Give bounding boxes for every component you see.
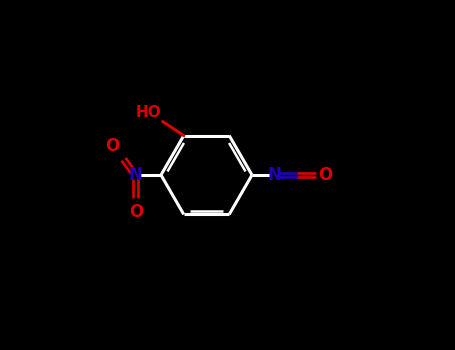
Text: N: N [268,166,282,184]
Text: O: O [318,166,333,184]
Text: N: N [129,166,143,184]
Text: HO: HO [136,105,162,120]
Text: O: O [129,203,143,221]
Text: O: O [105,137,119,155]
